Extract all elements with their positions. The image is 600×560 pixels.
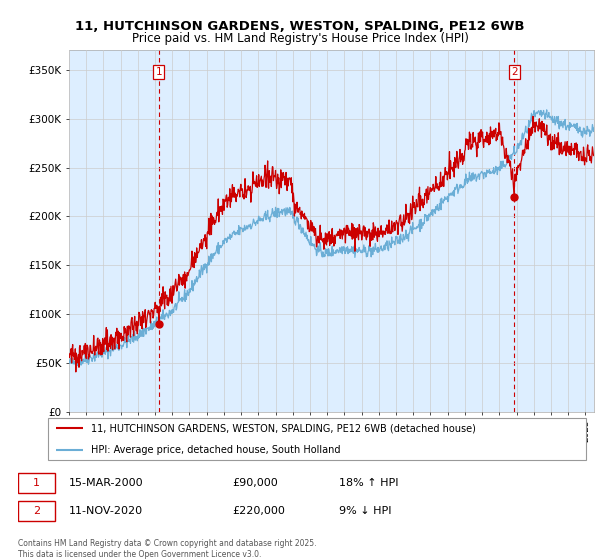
Text: HPI: Average price, detached house, South Holland: HPI: Average price, detached house, Sout… xyxy=(91,445,341,455)
FancyBboxPatch shape xyxy=(48,418,586,460)
Text: £90,000: £90,000 xyxy=(232,478,278,488)
Text: 11-NOV-2020: 11-NOV-2020 xyxy=(69,506,143,516)
Text: 11, HUTCHINSON GARDENS, WESTON, SPALDING, PE12 6WB: 11, HUTCHINSON GARDENS, WESTON, SPALDING… xyxy=(75,20,525,32)
Text: £220,000: £220,000 xyxy=(232,506,285,516)
FancyBboxPatch shape xyxy=(18,501,55,521)
Text: 18% ↑ HPI: 18% ↑ HPI xyxy=(340,478,399,488)
Text: 1: 1 xyxy=(33,478,40,488)
Text: 15-MAR-2000: 15-MAR-2000 xyxy=(69,478,143,488)
Text: 2: 2 xyxy=(511,67,517,77)
Text: 2: 2 xyxy=(33,506,40,516)
Text: 11, HUTCHINSON GARDENS, WESTON, SPALDING, PE12 6WB (detached house): 11, HUTCHINSON GARDENS, WESTON, SPALDING… xyxy=(91,423,476,433)
Text: Price paid vs. HM Land Registry's House Price Index (HPI): Price paid vs. HM Land Registry's House … xyxy=(131,32,469,45)
Text: 9% ↓ HPI: 9% ↓ HPI xyxy=(340,506,392,516)
Text: Contains HM Land Registry data © Crown copyright and database right 2025.
This d: Contains HM Land Registry data © Crown c… xyxy=(18,539,317,559)
Text: 1: 1 xyxy=(155,67,162,77)
FancyBboxPatch shape xyxy=(18,473,55,493)
